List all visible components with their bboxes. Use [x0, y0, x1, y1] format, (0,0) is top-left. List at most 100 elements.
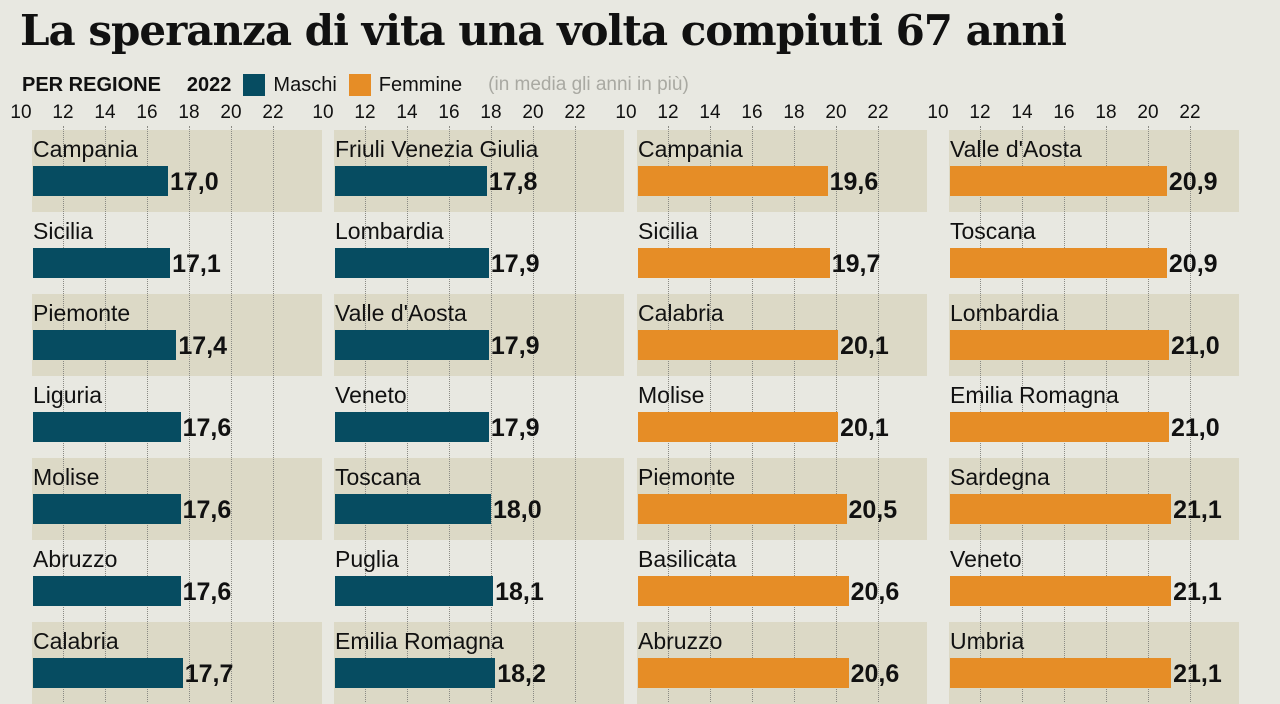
bar: [33, 494, 181, 524]
bar-value-label: 17,9: [490, 332, 540, 360]
bar-row: Abruzzo 17,6: [32, 510, 322, 606]
x-tick-label: 20: [825, 102, 847, 123]
x-tick-label: 20: [1137, 102, 1159, 123]
x-tick-label: 10: [615, 102, 637, 123]
region-label: Valle d'Aosta: [335, 300, 467, 326]
region-label: Emilia Romagna: [950, 382, 1119, 408]
bar-row: Veneto 21,1: [949, 510, 1239, 606]
region-label: Umbria: [950, 628, 1025, 654]
bar-value-label: 17,6: [182, 496, 232, 524]
bar-value-label: 20,6: [850, 578, 900, 606]
region-label: Toscana: [950, 218, 1036, 244]
bar-value-label: 17,8: [488, 168, 538, 196]
region-label: Veneto: [950, 546, 1022, 572]
region-label: Campania: [33, 136, 138, 162]
legend-male-swatch: [243, 74, 266, 96]
bar-value-label: 20,1: [840, 332, 889, 360]
bar-row: Piemonte 20,5: [637, 428, 927, 524]
region-label: Liguria: [33, 382, 103, 408]
bar-value-label: 21,0: [1171, 414, 1220, 442]
bar-row: Molise 17,6: [32, 428, 322, 524]
bar: [638, 330, 839, 360]
panel-femmine-1: 10 12 14 16 18 20 22 Campania 19,6 Sicilia 19,7 Cal…: [615, 100, 927, 704]
x-tick-label: 22: [262, 102, 284, 123]
region-label: Sicilia: [638, 218, 699, 244]
x-tick-label: 10: [10, 102, 32, 123]
bar: [950, 330, 1169, 360]
region-label: Abruzzo: [638, 628, 723, 654]
bar: [638, 494, 847, 524]
bar-value-label: 17,9: [490, 414, 540, 442]
x-tick-label: 12: [969, 102, 991, 123]
x-tick-label: 16: [438, 102, 460, 123]
region-label: Basilicata: [638, 546, 737, 572]
x-tick-label: 22: [564, 102, 586, 123]
region-label: Puglia: [335, 546, 399, 572]
bar-value-label: 17,9: [490, 250, 540, 278]
bar-value-label: 20,6: [850, 660, 900, 688]
bar-row: Valle d'Aosta 20,9: [949, 100, 1239, 196]
bar-value-label: 17,1: [172, 250, 221, 278]
bar-value-label: 20,9: [1168, 250, 1218, 278]
gridline: [273, 126, 274, 702]
bar-row: Sardegna 21,1: [949, 428, 1239, 524]
bar-row: Emilia Romagna 21,0: [949, 346, 1239, 442]
bar-row: Abruzzo 20,6: [637, 592, 927, 688]
subtitle-note: (in media gli anni in più): [488, 74, 689, 95]
bar-value-label: 17,7: [184, 660, 234, 688]
bar-row: Sicilia 17,1: [32, 182, 322, 278]
x-tick-label: 18: [1095, 102, 1117, 123]
bar: [638, 412, 839, 442]
bar-row: Lombardia 17,9: [334, 182, 624, 278]
chart-subtitle: PER REGIONE 2022 Maschi Femmine (in medi…: [22, 72, 689, 98]
bar-row: Campania 19,6: [637, 100, 927, 196]
panel-maschi-2: 10 12 14 16 18 20 22 Friuli Venezia Giulia 17,8 L…: [312, 100, 624, 704]
bar: [33, 412, 181, 442]
region-label: Lombardia: [335, 218, 444, 244]
region-label: Lombardia: [950, 300, 1059, 326]
region-label: Sicilia: [33, 218, 94, 244]
x-tick-label: 10: [927, 102, 949, 123]
bar-row: Sicilia 19,7: [637, 182, 927, 278]
x-tick-label: 12: [52, 102, 74, 123]
gridline: [491, 126, 492, 702]
bar-value-label: 17,4: [178, 332, 228, 360]
bar: [638, 658, 849, 688]
bar-row: Valle d'Aosta 17,9: [334, 264, 624, 360]
bar: [950, 248, 1167, 278]
bar-row: Molise 20,1: [637, 346, 927, 442]
subtitle-region: PER REGIONE: [22, 73, 161, 96]
bar: [950, 576, 1172, 606]
x-tick-label: 20: [522, 102, 544, 123]
bar: [335, 330, 489, 360]
bar-row: Liguria 17,6: [32, 346, 322, 442]
bar: [33, 330, 177, 360]
bar-row: Toscana 18,0: [334, 428, 624, 524]
bar-value-label: 18,1: [495, 578, 544, 606]
bar: [335, 166, 487, 196]
x-tick-label: 14: [94, 102, 116, 123]
x-tick-label: 12: [354, 102, 376, 123]
bar-value-label: 21,1: [1173, 660, 1222, 688]
region-label: Friuli Venezia Giulia: [335, 136, 539, 162]
chart-title: La speranza di vita una volta compiuti 6…: [20, 6, 1067, 55]
bar-row: Veneto 17,9: [334, 346, 624, 442]
region-label: Piemonte: [33, 300, 131, 326]
bar: [33, 576, 181, 606]
gridline: [189, 126, 190, 702]
bar: [950, 166, 1167, 196]
bar: [335, 576, 494, 606]
panel-maschi-1: 10 12 14 16 18 20 22 Campania 17,0 Sicilia 17,1 Pie…: [10, 100, 322, 704]
bar-value-label: 18,2: [497, 660, 546, 688]
bar: [638, 248, 830, 278]
bar-row: Friuli Venezia Giulia 17,8: [334, 100, 624, 196]
x-tick-label: 22: [1179, 102, 1201, 123]
bar-value-label: 21,1: [1173, 496, 1222, 524]
bar-value-label: 20,9: [1168, 168, 1218, 196]
bar-value-label: 20,1: [840, 414, 889, 442]
gridline: [533, 126, 534, 702]
region-label: Toscana: [335, 464, 421, 490]
x-tick-label: 16: [741, 102, 763, 123]
bar-value-label: 19,6: [829, 168, 879, 196]
bar-row: Calabria 17,7: [32, 592, 322, 688]
